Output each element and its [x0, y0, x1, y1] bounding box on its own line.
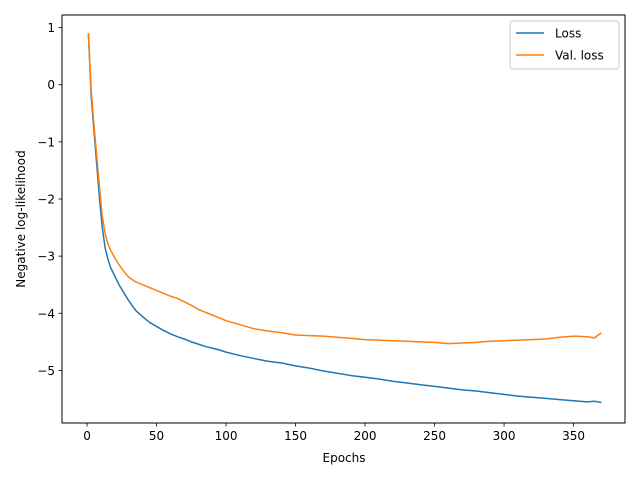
- x-tick-label: 50: [149, 429, 164, 443]
- legend: Loss Val. loss: [509, 20, 620, 70]
- x-tick-label: 250: [423, 429, 446, 443]
- x-tick-label: 150: [284, 429, 307, 443]
- legend-label-val-loss: Val. loss: [555, 49, 604, 63]
- y-axis-ticks: 1 0 −1 −2 −3 −4 −5: [37, 21, 62, 378]
- plot-lines: [87, 33, 602, 404]
- x-axis-ticks: 0 50 100 150 200 250 300 350: [83, 423, 585, 443]
- y-tick-label: −1: [37, 135, 55, 149]
- y-tick-label: −4: [37, 307, 55, 321]
- plot-frame: [61, 14, 626, 424]
- y-tick-label: −2: [37, 193, 55, 207]
- x-tick-label: 0: [83, 429, 91, 443]
- x-tick-label: 200: [354, 429, 377, 443]
- series-line-loss: [87, 33, 602, 404]
- y-tick-label: 0: [47, 78, 55, 92]
- series-line-val-loss: [87, 33, 602, 345]
- y-tick-label: −5: [37, 364, 55, 378]
- x-axis-label: Epochs: [323, 451, 366, 465]
- x-tick-label: 350: [562, 429, 585, 443]
- x-tick-label: 100: [215, 429, 238, 443]
- x-tick-label: 300: [493, 429, 516, 443]
- y-tick-label: −3: [37, 250, 55, 264]
- legend-label-loss: Loss: [555, 27, 581, 41]
- y-tick-label: 1: [47, 21, 55, 35]
- y-axis-label: Negative log-likelihood: [14, 150, 28, 287]
